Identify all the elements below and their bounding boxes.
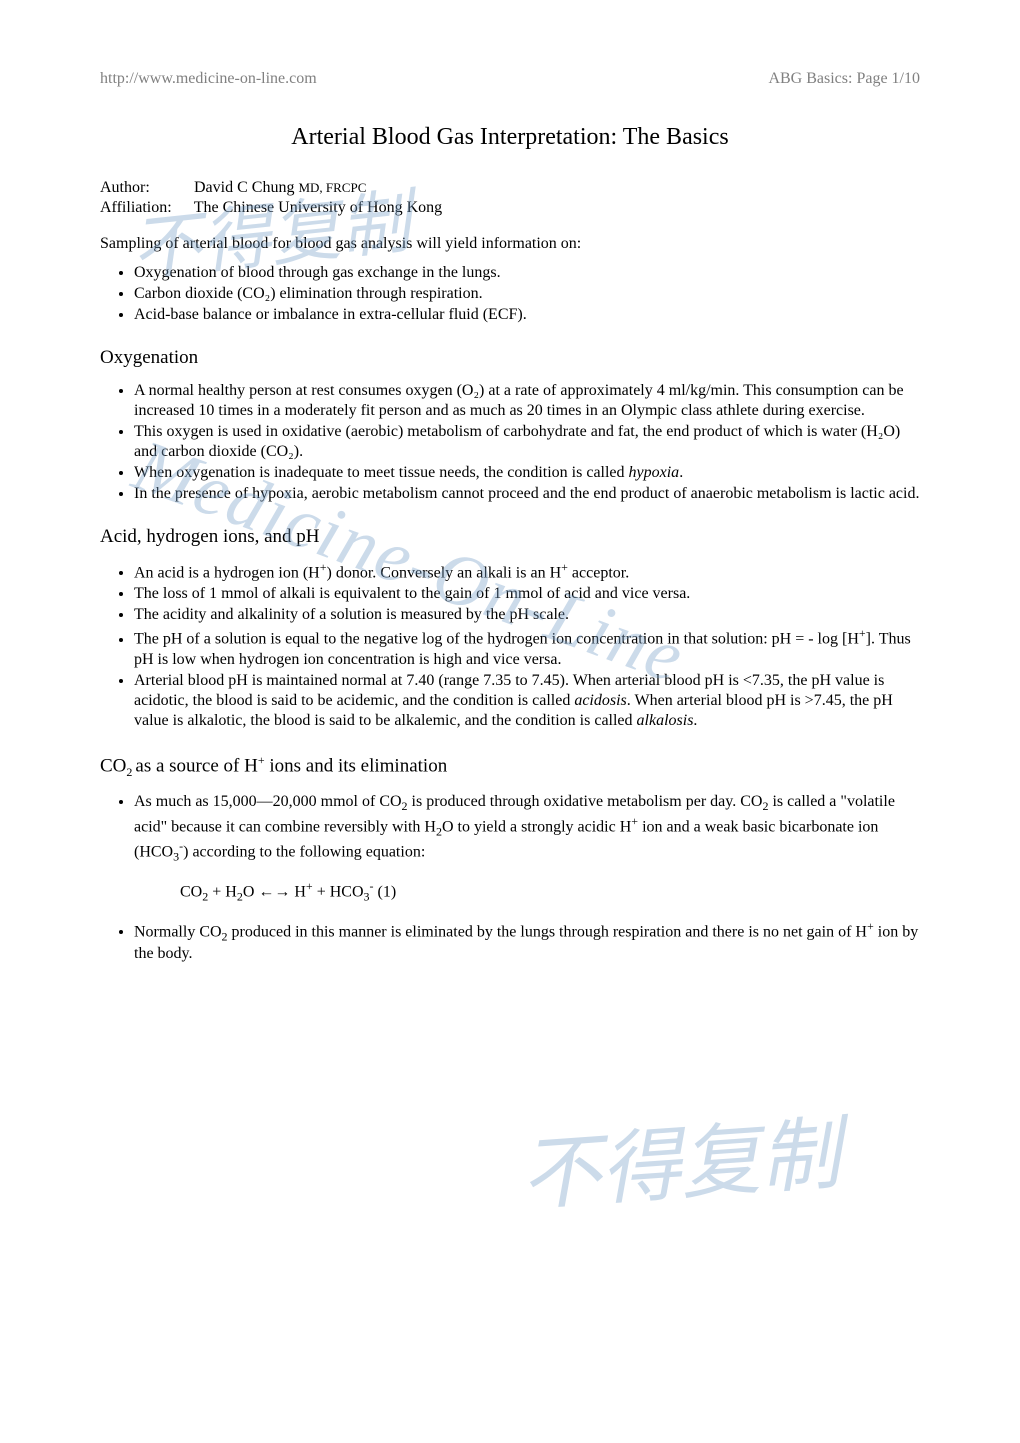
text-span: Normally CO [134, 923, 222, 940]
affiliation-value: The Chinese University of Hong Kong [194, 199, 442, 216]
author-credentials: MD, FRCPC [298, 180, 366, 195]
text-span: As much as 15,000—20,000 mmol of CO [134, 793, 402, 810]
header-page-label: ABG Basics: Page 1/10 [768, 70, 920, 88]
superscript-plus: + [561, 560, 568, 574]
superscript-plus: + [867, 919, 874, 933]
page-header: http://www.medicine-on-line.com ABG Basi… [100, 70, 920, 88]
affiliation-row: Affiliation: The Chinese University of H… [100, 199, 920, 217]
co2-list-2: Normally CO2 produced in this manner is … [100, 919, 920, 965]
text-span: CO [180, 883, 202, 900]
section-heading-acid: Acid, hydrogen ions, and pH [100, 526, 920, 548]
italic-term: alkalosis [637, 712, 694, 729]
list-item: Acid-base balance or imbalance in extra-… [134, 305, 920, 325]
list-item: Carbon dioxide (CO₂) elimination through… [134, 284, 920, 304]
co2-list-1: As much as 15,000—20,000 mmol of CO2 is … [100, 792, 920, 865]
text-span: (1) [374, 883, 397, 900]
text-span: + H [208, 883, 237, 900]
italic-term: acidosis [574, 692, 626, 709]
author-label: Author: [100, 179, 190, 197]
acid-list: An acid is a hydrogen ion (H+) donor. Co… [100, 560, 920, 731]
list-item: The pH of a solution is equal to the neg… [134, 626, 920, 669]
list-item: In the presence of hypoxia, aerobic meta… [134, 484, 920, 504]
text-span: CO [100, 755, 126, 776]
watermark-bottom-right: 不得复制 [516, 1089, 843, 1227]
list-item: An acid is a hydrogen ion (H+) donor. Co… [134, 560, 920, 583]
list-item: Oxygenation of blood through gas exchang… [134, 263, 920, 283]
text-span: O to yield a strongly acidic H [442, 818, 631, 835]
text-span: + HCO [313, 883, 364, 900]
intro-paragraph: Sampling of arterial blood for blood gas… [100, 235, 920, 253]
list-item: The acidity and alkalinity of a solution… [134, 605, 920, 625]
superscript-plus: + [859, 626, 866, 640]
section-heading-co2: CO2 as a source of H+ ions and its elimi… [100, 753, 920, 780]
text-span: When oxygenation is inadequate to meet t… [134, 464, 629, 481]
superscript-plus: + [320, 560, 327, 574]
author-name: David C Chung [194, 179, 298, 196]
list-item: Normally CO2 produced in this manner is … [134, 919, 920, 965]
header-url: http://www.medicine-on-line.com [100, 70, 317, 88]
text-span: ions and its elimination [265, 755, 448, 776]
text-span: An acid is a hydrogen ion (H [134, 564, 320, 581]
text-span: The pH of a solution is equal to the neg… [134, 631, 859, 648]
oxygenation-list: A normal healthy person at rest consumes… [100, 381, 920, 504]
text-span: produced in this manner is eliminated by… [228, 923, 867, 940]
list-item: A normal healthy person at rest consumes… [134, 381, 920, 421]
list-item: Arterial blood pH is maintained normal a… [134, 671, 920, 731]
document-title: Arterial Blood Gas Interpretation: The B… [100, 124, 920, 151]
section-heading-oxygenation: Oxygenation [100, 347, 920, 369]
superscript-plus: + [306, 879, 313, 893]
italic-term: hypoxia [629, 464, 680, 481]
intro-list: Oxygenation of blood through gas exchang… [100, 263, 920, 325]
list-item: When oxygenation is inadequate to meet t… [134, 463, 920, 483]
list-item: This oxygen is used in oxidative (aerobi… [134, 422, 920, 462]
text-span: O ←→ H [243, 883, 306, 900]
list-item: The loss of 1 mmol of alkali is equivale… [134, 584, 920, 604]
list-item: As much as 15,000—20,000 mmol of CO2 is … [134, 792, 920, 865]
text-span: ) donor. Conversely an alkali is an H [327, 564, 562, 581]
text-span: . [693, 712, 697, 729]
text-span: as a source of H [135, 755, 257, 776]
text-span: is produced through oxidative metabolism… [408, 793, 763, 810]
equation-1: CO2 + H2O ←→ H+ + HCO3- (1) [180, 879, 920, 905]
text-span: acceptor. [568, 564, 629, 581]
text-span: ) according to the following equation: [183, 844, 425, 861]
page-container: 不得复制 Medicine-On-Line 不得复制 http://www.me… [0, 0, 1020, 1028]
superscript-plus: + [258, 753, 265, 767]
author-row: Author: David C Chung MD, FRCPC [100, 179, 920, 197]
affiliation-label: Affiliation: [100, 199, 190, 217]
